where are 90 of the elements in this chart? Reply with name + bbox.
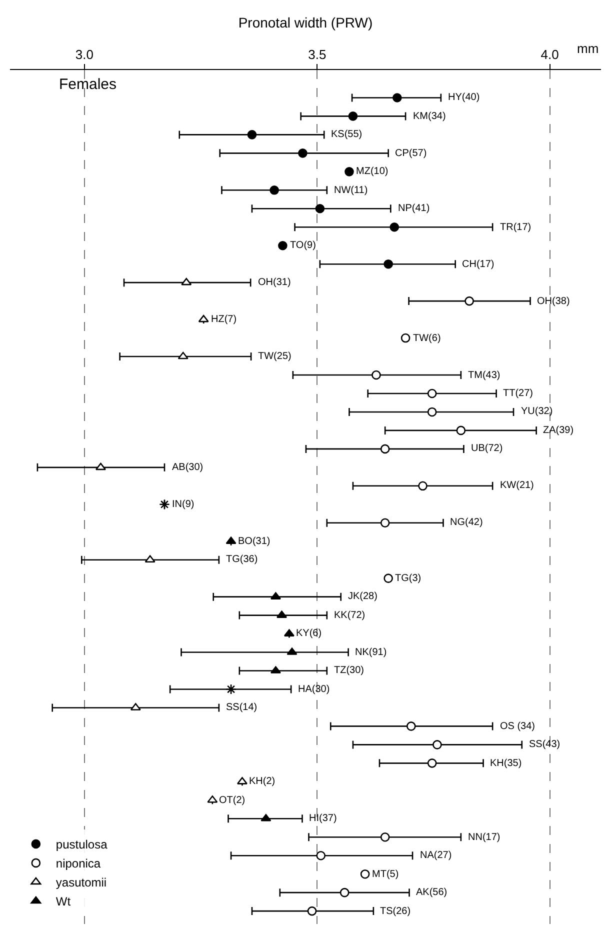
y-tick-label: ZA(39) xyxy=(543,425,574,436)
y-tick-label: SS(14) xyxy=(226,702,258,713)
y-tick-label: NN(17) xyxy=(468,832,500,843)
y-tick-label: AB(30) xyxy=(172,462,204,473)
y-tick-label: TM(43) xyxy=(468,370,500,381)
point xyxy=(226,536,236,544)
y-tick-label: YU(32) xyxy=(521,406,553,417)
point xyxy=(260,814,272,822)
y-tick-label: NG(42) xyxy=(450,517,483,528)
y-tick-label: TG(3) xyxy=(395,573,422,584)
legend-label: pustulosa xyxy=(56,838,108,852)
y-tick-label: OH(31) xyxy=(258,277,291,288)
y-tick-label: HY(40) xyxy=(448,92,480,103)
point xyxy=(427,407,437,417)
point xyxy=(159,498,170,510)
y-tick-label: TG(36) xyxy=(226,554,258,565)
y-tick-label: OH(38) xyxy=(537,296,570,307)
y-tick-label: KH(35) xyxy=(490,758,522,769)
y-tick-label: HI(37) xyxy=(309,813,337,824)
point xyxy=(418,481,428,491)
point xyxy=(432,740,442,750)
y-tick-label: IN(9) xyxy=(172,499,194,510)
point xyxy=(406,722,416,731)
x-tick-label: 3.0 xyxy=(75,46,94,62)
y-tick-label: TW(25) xyxy=(258,351,292,362)
point xyxy=(360,869,370,879)
x-tick-label: 4.0 xyxy=(540,46,559,62)
y-tick-label: TW(6) xyxy=(413,333,441,344)
y-tick-label: NK(91) xyxy=(355,647,387,658)
y-tick-label: JK(28) xyxy=(348,591,378,602)
point xyxy=(178,352,188,360)
y-tick-label: KM(34) xyxy=(413,111,446,122)
point xyxy=(380,518,390,528)
y-tick-label: UB(72) xyxy=(471,443,503,454)
y-tick-label: OS (34) xyxy=(500,721,536,732)
y-tick-label: NA(27) xyxy=(420,850,452,861)
point xyxy=(384,259,393,269)
y-tick-label: AK(56) xyxy=(416,887,448,898)
point xyxy=(316,850,326,860)
point xyxy=(181,278,192,286)
legend-label: yasutomii xyxy=(56,876,107,890)
y-tick-label: SS(43) xyxy=(529,739,560,750)
y-tick-label: KW(21) xyxy=(500,480,534,491)
y-tick-label: MT(5) xyxy=(372,869,399,880)
point xyxy=(427,388,437,398)
y-tick-label: TZ(30) xyxy=(334,665,364,676)
point xyxy=(392,93,402,102)
point xyxy=(340,888,350,898)
y-tick-label: NW(11) xyxy=(334,185,368,196)
point xyxy=(198,314,209,322)
point xyxy=(380,444,390,454)
y-tick-label: CP(57) xyxy=(395,148,427,159)
y-tick-label: TO(9) xyxy=(290,240,316,251)
point xyxy=(278,240,288,250)
y-tick-label: CH(17) xyxy=(462,259,494,270)
y-tick-label: KY(6) xyxy=(296,628,322,639)
point xyxy=(270,186,279,195)
point xyxy=(390,222,400,232)
y-tick-label: NP(41) xyxy=(398,203,430,214)
y-tick-label: KK(72) xyxy=(334,610,366,621)
y-tick-label: TT(27) xyxy=(503,388,533,399)
point xyxy=(344,167,354,176)
point xyxy=(372,370,381,380)
point xyxy=(464,296,474,306)
point xyxy=(315,204,325,214)
point xyxy=(400,333,410,343)
point xyxy=(427,758,437,768)
annotation: Females xyxy=(59,76,117,93)
y-tick-label: TR(17) xyxy=(500,222,532,233)
legend-label: Wt xyxy=(56,894,72,909)
legend-label: niponica xyxy=(56,856,101,871)
y-tick-label: KH(2) xyxy=(249,776,276,787)
y-tick-label: MZ(10) xyxy=(356,166,388,177)
point xyxy=(348,112,358,121)
x-axis-title: Pronotal width (PRW) xyxy=(238,14,373,30)
point xyxy=(380,832,390,842)
point xyxy=(456,426,466,436)
point xyxy=(247,130,257,140)
text: mm xyxy=(577,41,599,56)
y-tick-label: KS(55) xyxy=(331,129,362,140)
x-tick-label: 3.5 xyxy=(308,46,326,62)
point xyxy=(384,574,393,583)
y-tick-label: TS(26) xyxy=(380,906,411,917)
y-tick-label: OT(2) xyxy=(219,795,246,806)
point xyxy=(298,148,308,158)
point xyxy=(226,684,236,695)
y-tick-label: HZ(7) xyxy=(211,314,237,325)
y-tick-label: HA(30) xyxy=(298,684,330,695)
y-tick-label: BO(31) xyxy=(238,536,270,547)
point xyxy=(307,906,317,916)
